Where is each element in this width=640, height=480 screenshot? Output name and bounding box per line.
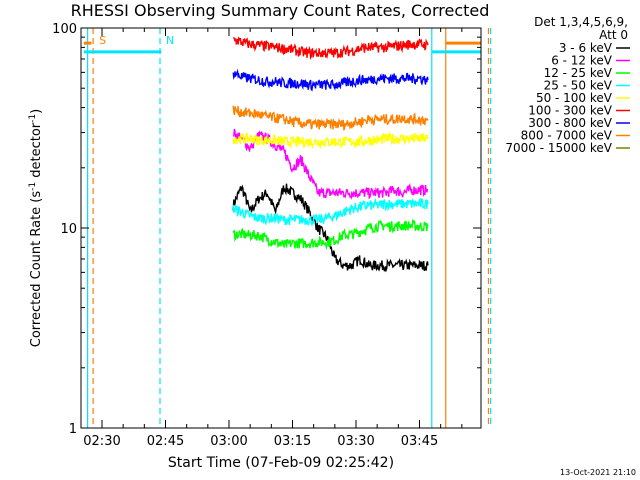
plot-frame bbox=[80, 27, 482, 429]
chart-title: RHESSI Observing Summary Count Rates, Co… bbox=[71, 1, 490, 20]
legend-entry-label: 12 - 25 keV bbox=[544, 66, 613, 80]
x-tick-label: 03:45 bbox=[401, 434, 438, 449]
series-line bbox=[232, 68, 429, 92]
y-axis-label: Corrected Count Rate (s-1 detector-1) bbox=[28, 109, 44, 347]
x-tick-label: 03:00 bbox=[210, 434, 247, 449]
footer-date: 13-Oct-2021 21:10 bbox=[560, 468, 636, 477]
legend-header-line-1: Det 1,3,4,5,6,9, bbox=[534, 15, 628, 29]
series-line bbox=[232, 218, 429, 251]
legend-entry-label: 300 - 800 keV bbox=[528, 116, 612, 130]
series-line bbox=[232, 130, 429, 150]
x-tick-label: 03:30 bbox=[337, 434, 374, 449]
legend-entry-label: 25 - 50 keV bbox=[544, 79, 613, 93]
flag-label: N bbox=[166, 34, 174, 47]
x-axis-label: Start Time (07-Feb-09 02:25:42) bbox=[168, 455, 394, 471]
series-line bbox=[232, 36, 429, 61]
flag-label: S bbox=[99, 34, 106, 47]
legend-entry-label: 3 - 6 keV bbox=[559, 41, 613, 55]
legend-entry-label: 100 - 300 keV bbox=[528, 104, 612, 118]
x-tick-label: 03:15 bbox=[274, 434, 311, 449]
x-tick-label: 02:30 bbox=[83, 434, 120, 449]
legend-entry-label: 800 - 7000 keV bbox=[521, 129, 613, 143]
legend-entry-label: 50 - 100 keV bbox=[536, 91, 613, 105]
legend-header-line-2: Att 0 bbox=[599, 28, 628, 42]
x-tick-label: 02:45 bbox=[147, 434, 184, 449]
series-line bbox=[233, 128, 429, 200]
y-tick-label: 10 bbox=[60, 222, 77, 237]
series-line bbox=[232, 197, 429, 228]
chart-marks-layer: S N 1 10 100 02:30 02:45 03:00 03:15 03:30 03:45 bbox=[52, 22, 492, 449]
series-line bbox=[232, 183, 429, 273]
series-line bbox=[232, 105, 429, 131]
y-tick-label: 1 bbox=[69, 422, 77, 437]
legend-entry-label: 6 - 12 keV bbox=[551, 54, 613, 68]
legend-entry-label: 7000 - 15000 keV bbox=[505, 141, 612, 155]
y-tick-label: 100 bbox=[52, 22, 77, 37]
